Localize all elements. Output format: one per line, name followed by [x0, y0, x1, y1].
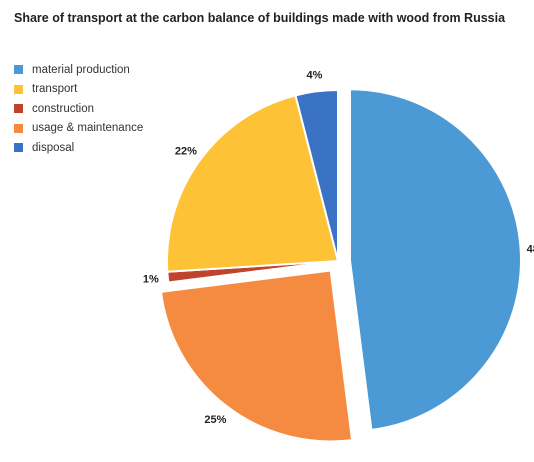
legend-swatch: [14, 104, 23, 114]
pie-slice-disposal[interactable]: [294, 89, 339, 262]
legend-swatch: [14, 123, 23, 133]
pie-slice-transport[interactable]: [166, 94, 339, 273]
legend-label: construction: [32, 102, 95, 115]
pie-slice-usage-maintenance[interactable]: [159, 269, 354, 443]
chart-title: Share of transport at the carbon balance…: [14, 11, 506, 25]
data-label-disposal: 4%: [306, 69, 322, 81]
legend: material production transport constructi…: [14, 60, 143, 158]
pie-slice-material-production[interactable]: [348, 88, 522, 431]
legend-swatch: [14, 143, 23, 153]
data-label-construction: 1%: [143, 274, 159, 286]
legend-item-transport[interactable]: transport: [14, 80, 143, 100]
data-label-material-production: 48%: [527, 243, 534, 255]
legend-label: usage & maintenance: [32, 122, 144, 135]
legend-label: transport: [32, 83, 78, 96]
data-label-transport: 22%: [175, 145, 197, 157]
data-label-usage-maintenance: 25%: [204, 414, 226, 426]
legend-item-usage-maintenance[interactable]: usage & maintenance: [14, 119, 143, 139]
legend-item-material-production[interactable]: material production: [14, 60, 143, 80]
legend-item-construction[interactable]: construction: [14, 99, 143, 119]
legend-swatch: [14, 84, 23, 94]
legend-swatch: [14, 65, 23, 75]
legend-label: material production: [32, 63, 130, 76]
legend-label: disposal: [32, 141, 75, 154]
legend-item-disposal[interactable]: disposal: [14, 138, 143, 158]
